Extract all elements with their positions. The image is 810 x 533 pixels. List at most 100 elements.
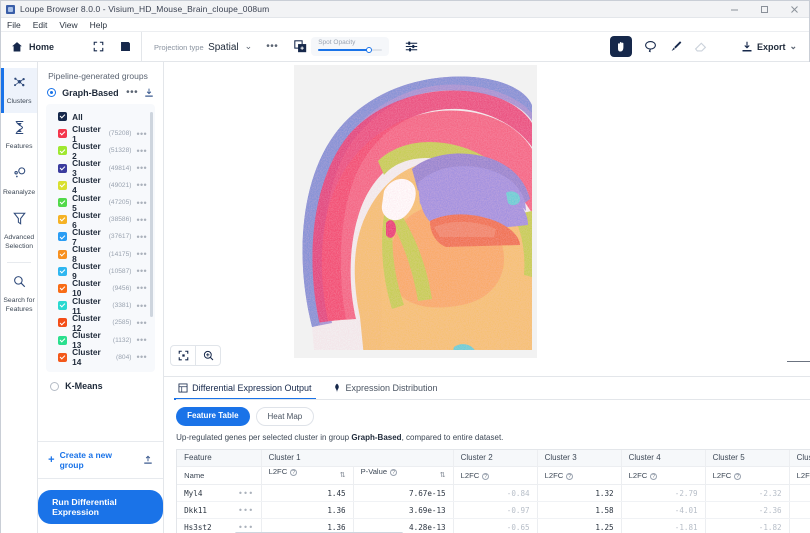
cluster-row[interactable]: Cluster 9 (10587) ••• xyxy=(46,261,155,281)
cluster-checkbox[interactable] xyxy=(58,266,68,276)
more-options-icon[interactable]: ••• xyxy=(136,197,148,208)
cluster-checkbox[interactable] xyxy=(58,335,68,345)
cluster-row[interactable]: Cluster 7 (37617) ••• xyxy=(46,227,155,247)
sidebar-item-search-for-features[interactable]: Search for Features xyxy=(1,267,37,321)
cluster-row[interactable]: Cluster 14 (804) ••• xyxy=(46,347,155,367)
more-options-icon[interactable]: ••• xyxy=(136,231,148,242)
sidebar-item-reanalyze[interactable]: Reanalyze xyxy=(1,159,37,204)
eraser-icon[interactable] xyxy=(694,40,707,53)
home-button[interactable]: Home xyxy=(1,32,141,62)
cluster-row[interactable]: Cluster 2 (51328) ••• xyxy=(46,141,155,161)
maximize-icon[interactable] xyxy=(749,1,779,18)
sort-icon[interactable]: ⇅ xyxy=(339,472,346,479)
cluster-checkbox[interactable] xyxy=(58,232,68,242)
fullscreen-icon[interactable] xyxy=(93,41,104,52)
cluster-row[interactable]: Cluster 5 (47205) ••• xyxy=(46,193,155,213)
cluster-row[interactable]: Cluster 13 (1132) ••• xyxy=(46,330,155,350)
more-options-icon[interactable]: ••• xyxy=(237,522,254,532)
cluster-checkbox[interactable] xyxy=(58,163,68,173)
spot-opacity-control[interactable]: Spot Opacity xyxy=(311,37,390,56)
save-icon[interactable] xyxy=(120,41,131,52)
more-options-icon[interactable]: ••• xyxy=(237,505,254,515)
cluster-row[interactable]: Cluster 10 (9456) ••• xyxy=(46,278,155,298)
col-c1-l2fc[interactable]: L2FC? ⇅ xyxy=(261,466,354,485)
more-options-icon[interactable]: ••• xyxy=(126,87,139,98)
projection-more-options-icon[interactable]: ••• xyxy=(266,41,279,52)
pill-heat-map[interactable]: Heat Map xyxy=(255,406,315,426)
col-c4-l2fc[interactable]: L2FC? xyxy=(621,466,706,485)
cluster-checkbox[interactable] xyxy=(58,249,68,259)
export-button[interactable]: Export ⌄ xyxy=(741,41,797,53)
spatial-canvas[interactable]: 2 mm xyxy=(164,62,810,376)
pill-feature-table[interactable]: Feature Table xyxy=(176,406,250,426)
close-icon[interactable] xyxy=(779,1,809,18)
slider-knob[interactable] xyxy=(365,47,372,53)
cluster-row[interactable]: Cluster 12 (2585) ••• xyxy=(46,313,155,333)
tab-differential-expression-output[interactable]: Differential Expression Output xyxy=(174,377,316,400)
menu-item-help[interactable]: Help xyxy=(89,19,108,30)
cluster-row[interactable]: Cluster 3 (49814) ••• xyxy=(46,158,155,178)
table-row[interactable]: Dkk11 ••• 1.36 3.69e-13 -0.97 1.58 -4.01 … xyxy=(177,501,810,519)
cluster-checkbox[interactable] xyxy=(58,180,68,190)
more-options-icon[interactable]: ••• xyxy=(136,128,148,139)
col-c3-l2fc[interactable]: L2FC? xyxy=(537,466,622,485)
menu-item-view[interactable]: View xyxy=(59,19,78,30)
cluster-row[interactable]: Cluster 8 (14175) ••• xyxy=(46,244,155,264)
cluster-row[interactable]: Cluster 11 (3381) ••• xyxy=(46,296,155,316)
cluster-list-container[interactable]: All Cluster 1 (75208) ••• Cluster 2 (51328)… xyxy=(46,104,156,372)
cluster-checkbox[interactable] xyxy=(58,112,68,122)
lasso-icon[interactable] xyxy=(644,40,657,53)
cluster-row-all[interactable]: All xyxy=(46,108,155,125)
projection-type-control[interactable]: Projection type Spatial ⌄ xyxy=(154,38,252,55)
cluster-row[interactable]: Cluster 1 (75208) ••• xyxy=(46,124,155,144)
tissue-section-image[interactable] xyxy=(294,65,538,358)
more-options-icon[interactable]: ••• xyxy=(136,317,148,328)
feature-table-container[interactable]: Feature Cluster 1 Cluster 2 Cluster 3 Cl… xyxy=(176,448,810,533)
cluster-list-scrollbar[interactable] xyxy=(150,112,154,317)
upload-icon[interactable] xyxy=(143,455,153,465)
sliders-icon[interactable] xyxy=(405,40,418,53)
layers-add-icon[interactable] xyxy=(294,40,307,53)
menu-item-edit[interactable]: Edit xyxy=(32,19,48,30)
cluster-checkbox[interactable] xyxy=(58,146,68,156)
spot-opacity-slider[interactable] xyxy=(318,47,383,53)
more-options-icon[interactable]: ••• xyxy=(136,352,148,363)
pan-tool[interactable] xyxy=(609,36,632,57)
cluster-checkbox[interactable] xyxy=(58,318,68,328)
more-options-icon[interactable]: ••• xyxy=(136,335,148,346)
table-row[interactable]: Myl4 ••• 1.45 7.67e-15 -0.84 1.32 -2.79 -… xyxy=(177,484,810,502)
cluster-checkbox[interactable] xyxy=(58,352,68,362)
minimize-icon[interactable] xyxy=(719,1,749,18)
group-row-graph-based[interactable]: Graph-Based ••• xyxy=(38,87,163,104)
col-c6-l2fc[interactable]: L2FC? xyxy=(789,466,810,485)
more-options-icon[interactable]: ••• xyxy=(237,488,254,498)
more-options-icon[interactable]: ••• xyxy=(136,214,148,225)
more-options-icon[interactable]: ••• xyxy=(136,283,148,294)
cluster-checkbox[interactable] xyxy=(58,129,68,139)
tab-expression-distribution[interactable]: Expression Distribution xyxy=(330,377,440,400)
cluster-checkbox[interactable] xyxy=(58,283,68,293)
more-options-icon[interactable]: ••• xyxy=(136,163,148,174)
cluster-checkbox[interactable] xyxy=(58,215,68,225)
cluster-checkbox[interactable] xyxy=(58,198,68,208)
col-c5-l2fc[interactable]: L2FC? xyxy=(705,466,790,485)
help-icon[interactable]: ? xyxy=(290,469,298,476)
help-icon[interactable]: ? xyxy=(566,473,574,480)
more-options-icon[interactable]: ••• xyxy=(136,249,148,260)
help-icon[interactable]: ? xyxy=(650,473,658,480)
help-icon[interactable]: ? xyxy=(482,473,490,480)
sidebar-item-advanced-selection[interactable]: Advanced Selection xyxy=(1,204,37,258)
table-row[interactable]: Hs3st2 ••• 1.36 4.28e-13 -0.65 1.25 -1.81… xyxy=(177,518,810,533)
sidebar-item-clusters[interactable]: Clusters xyxy=(1,68,38,114)
cluster-checkbox[interactable] xyxy=(58,301,68,311)
sort-icon[interactable]: ⇅ xyxy=(439,472,446,479)
col-c1-pvalue[interactable]: P-Value? ⇅ xyxy=(353,466,454,485)
zoom-in-button[interactable] xyxy=(196,346,220,365)
group-radio[interactable] xyxy=(47,88,57,97)
download-icon[interactable] xyxy=(144,88,154,98)
cluster-row[interactable]: Cluster 4 (49021) ••• xyxy=(46,175,155,195)
sidebar-item-features[interactable]: Features xyxy=(1,113,37,158)
group-radio[interactable] xyxy=(50,381,60,391)
chevron-down-icon[interactable]: ⌄ xyxy=(244,40,253,51)
fit-to-screen-button[interactable] xyxy=(171,346,195,365)
